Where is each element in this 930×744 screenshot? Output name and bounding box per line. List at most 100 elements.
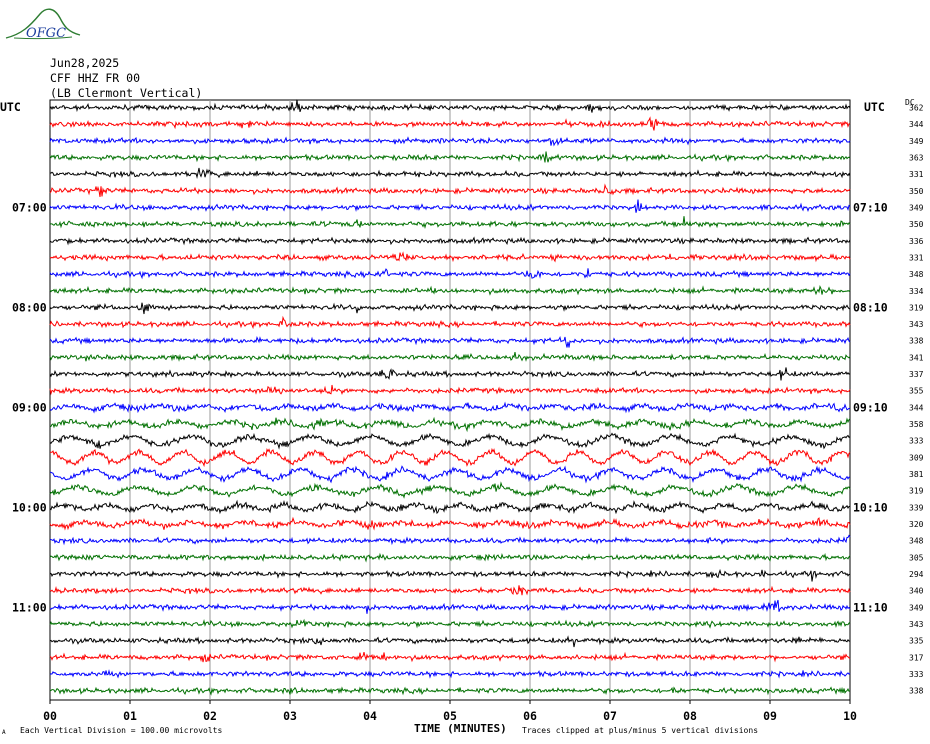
right-time-label: 11:10 [853,600,888,614]
left-time-label: 07:00 [12,200,47,214]
dc-offset-label: 317 [909,653,924,662]
left-utc-label: UTC [0,100,21,114]
right-utc-label: UTC [864,100,885,114]
dc-offset-label: 331 [909,170,924,179]
logo-text: OFGC [26,26,67,41]
seismic-trace [49,552,851,563]
dc-offset-label: 350 [909,220,924,229]
right-time-label: 09:10 [853,400,888,414]
seismic-trace [49,268,851,280]
x-tick-label: 05 [443,709,457,723]
seismic-trace [49,568,850,582]
x-tick-label: 02 [203,709,217,723]
dc-offset-label: 358 [909,420,924,429]
dc-offset-label: 362 [909,104,924,113]
ofgc-logo: OFGC [2,4,82,44]
seismic-trace [49,285,851,296]
seismic-trace [49,416,851,433]
header-location: (LB Clermont Vertical) [50,86,203,100]
seismic-trace [49,315,851,330]
dc-offset-label: 343 [909,620,924,629]
seismic-trace [49,635,851,648]
dc-offset-label: 338 [909,337,924,346]
dc-offset-label: 363 [909,153,924,162]
seismic-trace [49,183,851,197]
footer-corner-mark: A [2,729,6,736]
dc-offset-label: 349 [909,203,924,212]
dc-offset-label: 348 [909,537,924,546]
seismic-trace [49,669,851,679]
seismic-trace [49,352,851,362]
seismic-trace [49,585,851,596]
seismic-trace [49,686,851,696]
seismic-trace [49,651,851,663]
seismic-trace [49,302,851,315]
dc-offset-label: 355 [909,387,924,396]
seismic-trace [49,335,851,348]
seismic-trace [49,216,851,230]
dc-offset-label: 294 [909,570,924,579]
x-tick-label: 08 [683,709,697,723]
dc-offset-label: 333 [909,670,924,679]
seismic-trace [49,116,851,131]
dc-offset-label: 335 [909,637,924,646]
seismic-trace [49,599,851,614]
footer-clip-note: Traces clipped at plus/minus 5 vertical … [522,726,759,735]
dc-offset-label: 320 [909,520,924,529]
x-tick-label: 09 [763,709,777,723]
left-time-label: 10:00 [12,500,47,514]
dc-offset-label: 349 [909,603,924,612]
dc-offset-label: 331 [909,253,924,262]
dc-offset-label: 337 [909,370,924,379]
seismic-trace [49,516,851,531]
seismic-trace [49,151,851,163]
x-tick-label: 03 [283,709,297,723]
dc-offset-label: 309 [909,453,924,462]
seismic-trace [49,384,851,396]
x-tick-label: 07 [603,709,617,723]
seismic-trace [49,447,851,468]
left-time-label: 09:00 [12,400,47,414]
dc-offset-label: 340 [909,587,924,596]
dc-offset-label: 336 [909,237,924,246]
x-tick-label: 10 [843,709,857,723]
seismic-trace [49,199,851,213]
x-tick-label: 01 [123,709,137,723]
seismic-trace [49,99,851,113]
dc-offset-label: 334 [909,287,924,296]
dc-offset-label: 350 [909,187,924,196]
x-tick-label: 06 [523,709,537,723]
dc-offset-label: 341 [909,353,924,362]
seismic-trace [49,236,851,246]
seismic-trace [49,499,851,515]
dc-offset-label: 344 [909,403,924,412]
seismic-trace [49,618,851,629]
seismic-trace [49,465,851,484]
x-tick-label: 04 [363,709,377,723]
header-date: Jun28,2025 [50,56,120,70]
seismic-trace [49,481,851,499]
seismic-trace [49,251,851,263]
dc-offset-label: 305 [909,553,924,562]
right-time-label: 07:10 [853,200,888,214]
seismic-trace [49,401,851,414]
dc-offset-label: 343 [909,320,924,329]
dc-offset-label: 344 [909,120,924,129]
x-tick-label: 00 [43,709,57,723]
right-time-label: 08:10 [853,300,888,314]
dc-offset-label: 338 [909,687,924,696]
dc-offset-label: 348 [909,270,924,279]
dc-offset-label: 319 [909,487,924,496]
left-time-label: 08:00 [12,300,47,314]
dc-offset-label: 349 [909,137,924,146]
left-time-label: 11:00 [12,600,47,614]
right-time-label: 10:10 [853,500,888,514]
seismic-trace [49,167,851,179]
dc-label: DC [905,98,915,107]
seismic-trace [49,534,851,546]
dc-offset-label: 339 [909,503,924,512]
seismic-trace [49,432,851,450]
footer-scale-note: Each Vertical Division = 100.00 microvol… [20,726,223,735]
seismic-trace [49,136,851,147]
